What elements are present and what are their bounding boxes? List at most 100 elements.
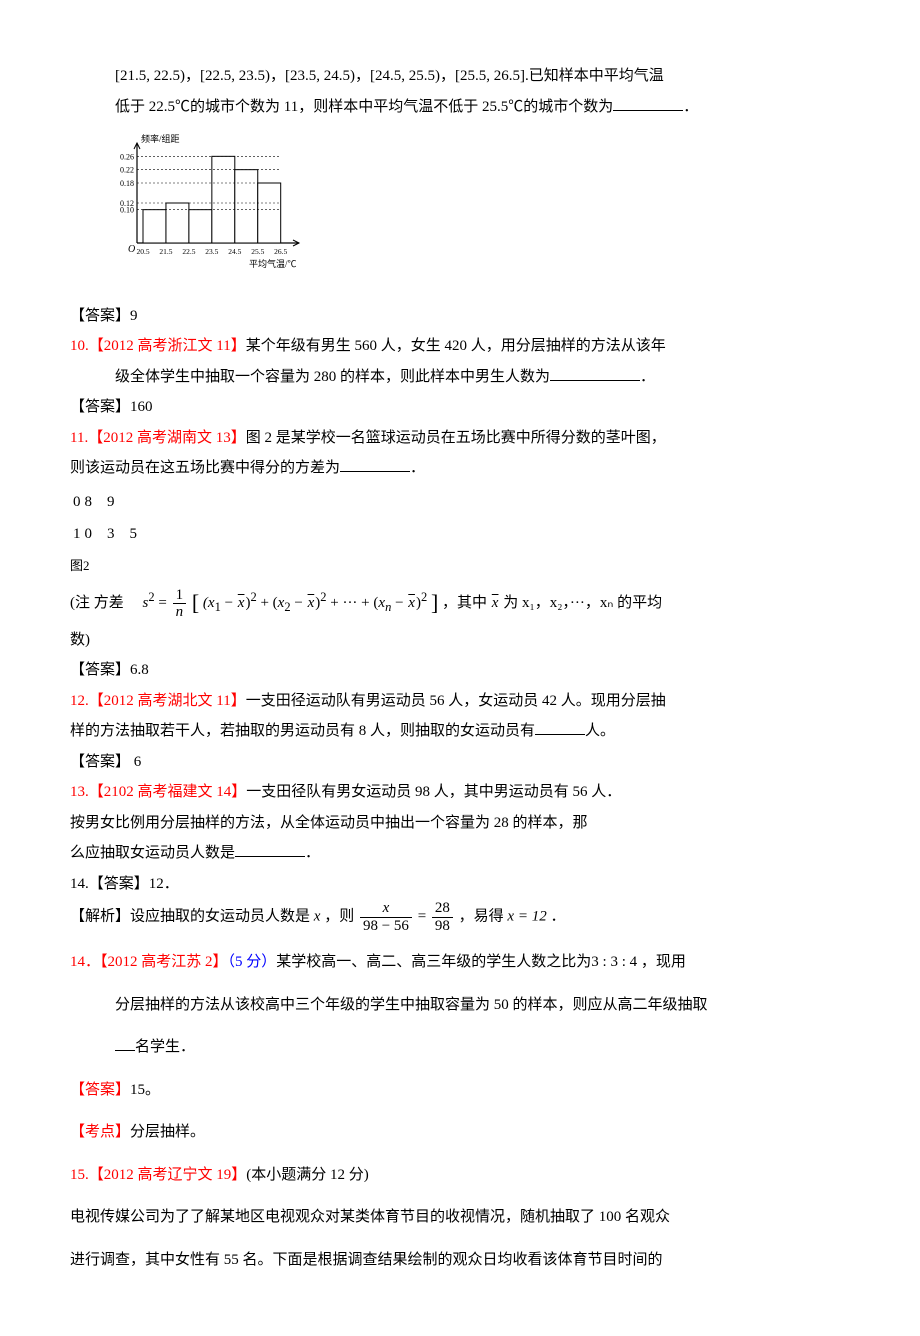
- answer-label: 【答案】: [70, 754, 130, 770]
- q14-blank: [115, 1035, 135, 1051]
- q13-tag: 【2102 高考福建文 14】: [89, 784, 247, 800]
- q10-line1: 10.【2012 高考浙江文 11】某个年级有男生 560 人，女生 420 人…: [70, 332, 850, 361]
- svg-text:O: O: [128, 244, 135, 255]
- svg-text:21.5: 21.5: [159, 247, 172, 256]
- q13-line3: 么应抽取女运动员人数是．: [70, 839, 850, 868]
- q12-line2: 样的方法抽取若干人，若抽取的男运动员有 8 人，则抽取的女运动员有 人。: [70, 717, 850, 746]
- svg-text:0.22: 0.22: [120, 166, 134, 175]
- q10-line2: 级全体学生中抽取一个容量为 280 的样本，则此样本中男生人数为．: [115, 363, 850, 392]
- q9-text-line2-text: 低于 22.5℃的城市个数为 11，则样本中平均气温不低于 25.5℃的城市个数…: [115, 99, 613, 115]
- q10-text-a: 某个年级有男生 560 人，女生 420 人，用分层抽样的方法从该年: [246, 338, 666, 354]
- stem-leaf-caption: 图2: [70, 558, 90, 573]
- q9-histogram: 频率/组距平均气温/℃0.100.120.180.220.2620.521.52…: [105, 131, 850, 297]
- q15-num: 15.: [70, 1167, 89, 1183]
- answer-label: 【答案】: [70, 662, 130, 678]
- table-row: 1 0 3 5: [72, 519, 138, 550]
- q9-answer-value: 9: [130, 308, 138, 324]
- answer-label: 【答案】: [70, 308, 130, 324]
- q13-line2: 按男女比例用分层抽样的方法，从全体运动员中抽出一个容量为 28 的样本，那: [70, 809, 850, 838]
- q14-line2: 分层抽样的方法从该校高中三个年级的学生中抽取容量为 50 的样本，则应从高二年级…: [115, 991, 850, 1020]
- frac-28-over-98: 28 98: [432, 900, 453, 934]
- q12-text-c: 人。: [585, 723, 615, 739]
- q15-line2: 电视传媒公司为了了解某地区电视观众对某类体育节目的收视情况，随机抽取了 100 …: [70, 1203, 850, 1232]
- q12-text-a: 一支田径运动队有男运动员 56 人，女运动员 42 人。现用分层抽: [246, 693, 666, 709]
- svg-text:26.5: 26.5: [274, 247, 287, 256]
- q11-blank: [340, 456, 410, 472]
- q13-blank: [235, 841, 305, 857]
- q13-num: 13.: [70, 784, 89, 800]
- q13-text-a: 一支田径队有男女运动员 98 人，其中男运动员有 56 人．: [246, 784, 621, 800]
- q12-num: 12.: [70, 693, 89, 709]
- q14-points: （5 分）: [228, 954, 277, 970]
- leaves-1: 0 3 5: [84, 519, 139, 550]
- q11-line2: 则该运动员在这五场比赛中得分的方差为．: [70, 454, 850, 483]
- histogram-svg: 频率/组距平均气温/℃0.100.120.180.220.2620.521.52…: [105, 131, 315, 286]
- q13-explanation: 【解析】设应抽取的女运动员人数是 x ，则 x 98 − 56 = 28 98 …: [70, 900, 850, 934]
- q13-expl-a: 设应抽取的女运动员人数是: [130, 909, 310, 925]
- q11-formula-end: 数): [70, 626, 850, 655]
- stem-0: 0: [72, 487, 82, 518]
- q9-blank: [613, 95, 683, 111]
- svg-text:24.5: 24.5: [228, 247, 241, 256]
- q15-line3: 进行调查，其中女性有 55 名。下面是根据调查结果绘制的观众日均收看该体育节目时…: [70, 1246, 850, 1275]
- q13-answer-value: 12．: [149, 876, 179, 892]
- svg-text:25.5: 25.5: [251, 247, 264, 256]
- q15-tag: 【2012 高考辽宁文 19】: [89, 1167, 247, 1183]
- q11-note1: (注 方差: [70, 595, 124, 611]
- explanation-label: 【解析】: [70, 909, 130, 925]
- q11-answer-value: 6.8: [130, 662, 149, 678]
- q13-answer-num: 14.: [70, 876, 89, 892]
- kaodian-label: 【考点】: [70, 1124, 130, 1140]
- frac-x-over-diff: x 98 − 56: [360, 900, 412, 934]
- svg-text:0.26: 0.26: [120, 152, 134, 161]
- q11-note2: ，其中: [442, 595, 487, 611]
- q15-points: (本小题满分 12 分): [246, 1167, 369, 1183]
- svg-text:平均气温/℃: 平均气温/℃: [249, 258, 297, 269]
- q13-text-c: 么应抽取女运动员人数是: [70, 845, 235, 861]
- q12-text-b: 样的方法抽取若干人，若抽取的男运动员有 8 人，则抽取的女运动员有: [70, 723, 535, 739]
- frac1-den: 98 − 56: [360, 918, 412, 935]
- q14-kp: 分层抽样。: [130, 1124, 205, 1140]
- stem-leaf-table: 0 8 9 1 0 3 5: [70, 485, 140, 552]
- q9-text-line2: 低于 22.5℃的城市个数为 11，则样本中平均气温不低于 25.5℃的城市个数…: [115, 93, 850, 122]
- q14-answer-value: 15。: [130, 1082, 160, 1098]
- q11-num: 11.: [70, 430, 88, 446]
- q13-expl-e: ．: [550, 909, 565, 925]
- q12-tag: 【2012 高考湖北文 11】: [89, 693, 246, 709]
- q14-line1: 14．【2012 高考江苏 2】（5 分）某学校高一、高二、高三年级的学生人数之…: [70, 948, 850, 977]
- q10-num: 10.: [70, 338, 89, 354]
- q15-line1: 15.【2012 高考辽宁文 19】(本小题满分 12 分): [70, 1161, 850, 1190]
- svg-text:20.5: 20.5: [136, 247, 149, 256]
- svg-text:22.5: 22.5: [182, 247, 195, 256]
- q10-answer: 【答案】160: [70, 393, 850, 422]
- q14-num: 14．: [70, 954, 100, 970]
- q11-text-b: 则该运动员在这五场比赛中得分的方差为: [70, 460, 340, 476]
- answer-label: 【答案】: [89, 876, 149, 892]
- svg-text:0.12: 0.12: [120, 199, 134, 208]
- q13-line1: 13.【2102 高考福建文 14】一支田径队有男女运动员 98 人，其中男运动…: [70, 778, 850, 807]
- q11-line1: 11.【2012 高考湖南文 13】图 2 是某学校一名篮球运动员在五场比赛中所…: [70, 424, 850, 453]
- q13-result: x = 12: [507, 909, 546, 925]
- answer-label: 【答案】: [70, 1082, 130, 1098]
- frac1-num: x: [383, 900, 390, 916]
- svg-text:23.5: 23.5: [205, 247, 218, 256]
- q13-var-x: x: [314, 909, 321, 925]
- q12-line1: 12.【2012 高考湖北文 11】一支田径运动队有男运动员 56 人，女运动员…: [70, 687, 850, 716]
- frac-1-over-n: 1n: [173, 587, 187, 621]
- q11-tag: 【2012 高考湖南文 13】: [88, 430, 246, 446]
- q9-answer: 【答案】9: [70, 302, 850, 331]
- q12-blank: [535, 719, 585, 735]
- q10-blank: [550, 365, 640, 381]
- svg-text:0.18: 0.18: [120, 179, 134, 188]
- q11-text-a: 图 2 是某学校一名篮球运动员在五场比赛中所得分数的茎叶图，: [246, 430, 666, 446]
- frac2-den: 98: [432, 918, 453, 935]
- formula-part-a: (x1 − x)2 + (x2 − x)2 + ··· + (xn − x)2: [203, 595, 427, 611]
- table-row: 0 8 9: [72, 487, 138, 518]
- svg-text:频率/组距: 频率/组距: [141, 133, 180, 144]
- q13-expl-c: ，易得: [459, 909, 504, 925]
- q13-expl-b: ，则: [324, 909, 354, 925]
- q12-answer-value: 6: [130, 754, 141, 770]
- q10-answer-value: 160: [130, 399, 153, 415]
- q14-text-a: 某学校高一、高二、高三年级的学生人数之比为3 : 3 : 4 ，现用: [276, 954, 686, 970]
- q12-answer: 【答案】 6: [70, 748, 850, 777]
